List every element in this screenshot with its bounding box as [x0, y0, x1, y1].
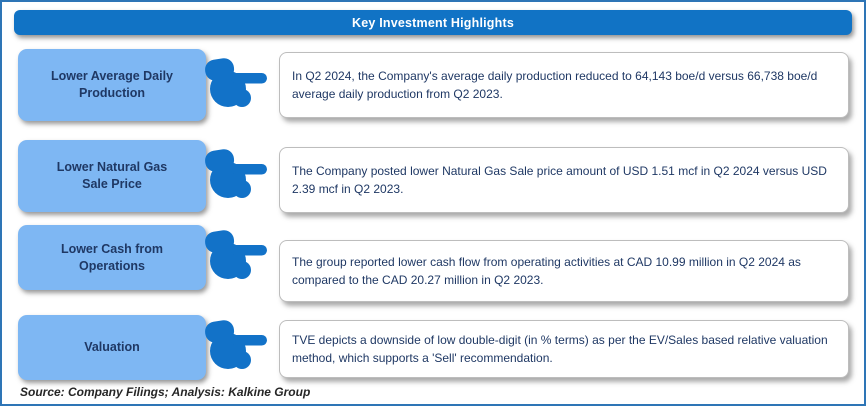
source-note: Source: Company Filings; Analysis: Kalki… [20, 385, 311, 399]
pointing-hand-icon [205, 230, 267, 279]
highlight-label-box: Valuation [18, 315, 206, 380]
highlight-description: The Company posted lower Natural Gas Sal… [292, 164, 827, 196]
highlight-description: In Q2 2024, the Company's average daily … [292, 69, 818, 101]
highlight-label: Lower Natural Gas Sale Price [56, 160, 168, 191]
pointing-hand-icon [205, 58, 267, 107]
highlight-label: Lower Average Daily Production [50, 69, 174, 100]
highlight-label: Lower Cash from Operations [60, 241, 164, 273]
highlight-description-box: The group reported lower cash flow from … [279, 240, 849, 302]
highlight-label-box: Lower Natural Gas Sale Price [18, 140, 206, 212]
highlight-description: TVE depicts a downside of low double-dig… [292, 333, 828, 365]
highlight-description: The group reported lower cash flow from … [292, 255, 801, 287]
highlight-label-box: Lower Average Daily Production [18, 49, 206, 121]
pointing-hand-icon [205, 149, 267, 198]
pointing-hand-icon [205, 320, 267, 369]
highlight-description-box: In Q2 2024, the Company's average daily … [279, 52, 849, 118]
highlight-label-box: Lower Cash from Operations [18, 225, 206, 290]
highlight-label: Valuation [84, 340, 140, 355]
highlight-description-box: TVE depicts a downside of low double-dig… [279, 320, 849, 378]
figure-title: Key Investment Highlights [352, 15, 514, 30]
highlight-description-box: The Company posted lower Natural Gas Sal… [279, 147, 849, 213]
figure-title-bar: Key Investment Highlights [14, 10, 852, 35]
